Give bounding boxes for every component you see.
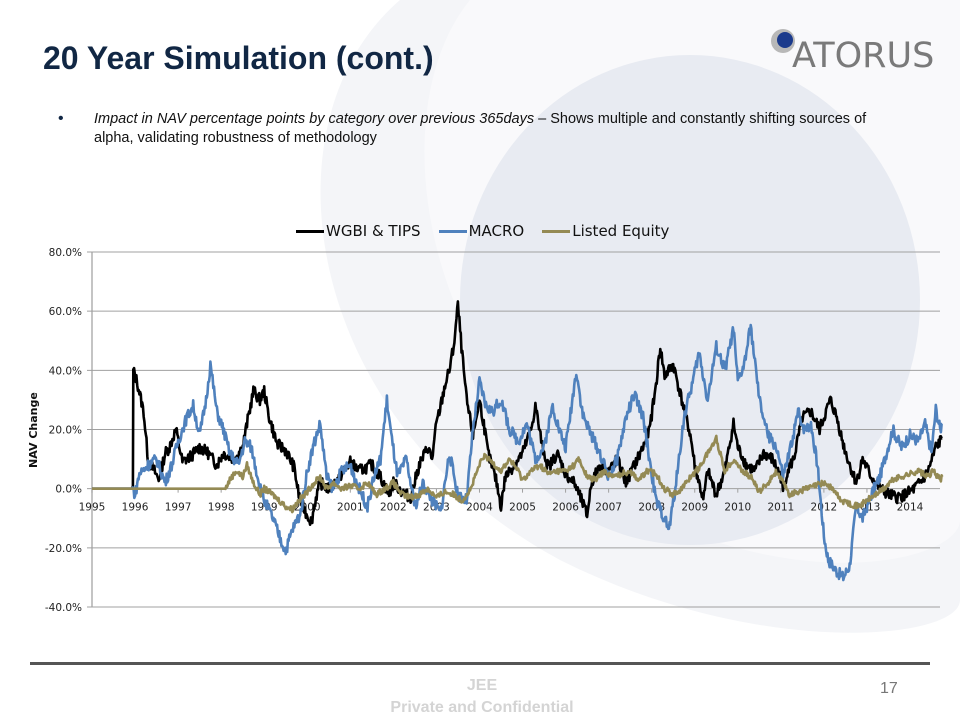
footer-line-1: JEE — [466, 677, 498, 694]
legend-swatch-equity — [542, 229, 571, 233]
chart-series — [91, 300, 944, 582]
bullet-icon: • — [58, 110, 64, 127]
company-logo: ATORUS — [770, 28, 940, 78]
x-tick-label: 2002 — [380, 502, 407, 514]
x-tick-label: 2012 — [811, 502, 838, 514]
legend-item-wgbi: WGBI & TIPS — [296, 222, 421, 240]
x-tick-label: 2004 — [466, 502, 493, 514]
y-axis-label: NAV Change — [27, 392, 40, 468]
bullet-regular-text: – Shows multiple and constantly shifting… — [94, 111, 867, 146]
x-tick-label: 2008 — [638, 502, 665, 514]
y-tick-label: -20.0% — [45, 543, 82, 555]
y-tick-label: 0.0% — [55, 484, 82, 496]
x-tick-label: 2014 — [897, 502, 924, 514]
x-tick-label: 1995 — [79, 502, 106, 514]
footer-divider — [30, 662, 930, 665]
series-line-macro — [91, 323, 944, 582]
y-tick-label: 40.0% — [49, 365, 82, 377]
legend-swatch-macro — [438, 229, 467, 233]
page-number: 17 — [880, 680, 898, 697]
series-line-listed-equity — [91, 434, 944, 514]
legend-swatch-wgbi — [296, 229, 324, 233]
x-tick-label: 1997 — [165, 502, 192, 514]
y-tick-label: -40.0% — [45, 602, 82, 614]
x-tick-label: 1999 — [251, 502, 278, 514]
legend-item-macro: MACRO — [438, 222, 525, 240]
logo-text: ATORUS — [792, 36, 935, 76]
series-line-wgbi-tips — [91, 300, 943, 526]
x-axis-ticks: 1995 1996 1997 1998 1999 2000 2001 2002 2003 2004… — [79, 488, 924, 514]
y-tick-label: 60.0% — [49, 306, 82, 318]
slide-title: 20 Year Simulation (cont.) — [43, 40, 434, 76]
y-tick-label: 80.0% — [49, 247, 82, 259]
x-tick-label: 1998 — [208, 502, 235, 514]
chart-legend: WGBI & TIPS MACRO Listed Equity — [296, 222, 669, 240]
x-tick-label: 2007 — [595, 502, 622, 514]
legend-label-equity: Listed Equity — [572, 222, 670, 240]
y-axis-ticks: 80.0% 60.0% 40.0% 20.0% 0.0% -20.0% -40.0% — [45, 247, 82, 614]
bullet-italic-text: Impact in NAV percentage points by categ… — [94, 111, 535, 127]
x-tick-label: 2001 — [337, 502, 364, 514]
legend-label-macro: MACRO — [468, 222, 525, 240]
x-tick-label: 2005 — [509, 502, 536, 514]
y-tick-label: 20.0% — [49, 425, 82, 437]
bullet-text: Impact in NAV percentage points by categ… — [94, 110, 894, 148]
logo-circle-icon — [771, 29, 795, 53]
x-tick-label: 2006 — [552, 502, 579, 514]
x-tick-label: 2011 — [767, 502, 794, 514]
legend-label-wgbi: WGBI & TIPS — [326, 222, 421, 240]
footer-line-2: Private and Confidential — [390, 699, 574, 716]
legend-item-equity: Listed Equity — [542, 222, 669, 240]
footer-text: JEE Private and Confidential — [300, 675, 664, 719]
x-tick-label: 1996 — [122, 502, 149, 514]
x-tick-label: 2009 — [681, 502, 708, 514]
x-tick-label: 2000 — [294, 502, 321, 514]
x-tick-label: 2010 — [724, 502, 751, 514]
